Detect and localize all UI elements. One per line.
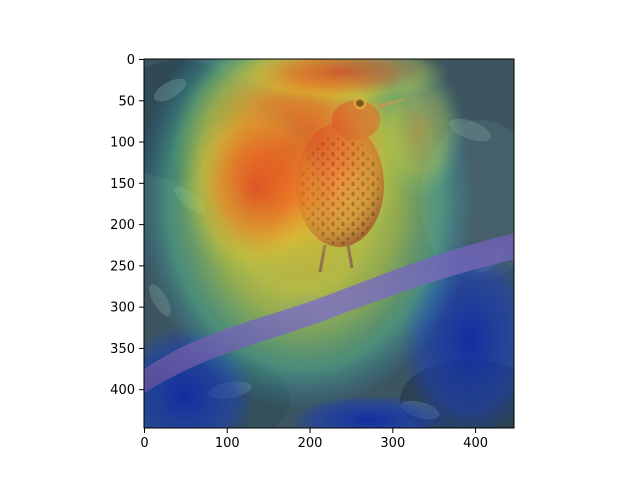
heatmap-image — [144, 59, 514, 428]
y-tick-label: 400 — [110, 383, 135, 398]
y-tick-label: 100 — [110, 136, 135, 151]
y-tick-label: 250 — [110, 259, 135, 274]
plot-frame — [143, 58, 515, 429]
y-tick-label: 0 — [127, 53, 135, 68]
y-tick-label: 300 — [110, 301, 135, 316]
y-tick-label: 50 — [118, 94, 135, 109]
x-tick-label: 400 — [463, 436, 488, 451]
y-tick-label: 150 — [110, 177, 135, 192]
y-tick-label: 350 — [110, 342, 135, 357]
x-tick-label: 200 — [298, 436, 323, 451]
x-tick-label: 300 — [380, 436, 405, 451]
y-axis-ticks: 0 50 100 150 200 250 300 350 400 — [110, 53, 144, 398]
x-tick-label: 100 — [215, 436, 240, 451]
y-tick-label: 200 — [110, 218, 135, 233]
x-tick-label: 0 — [140, 436, 148, 451]
x-axis-ticks: 0 100 200 300 400 — [140, 428, 488, 451]
